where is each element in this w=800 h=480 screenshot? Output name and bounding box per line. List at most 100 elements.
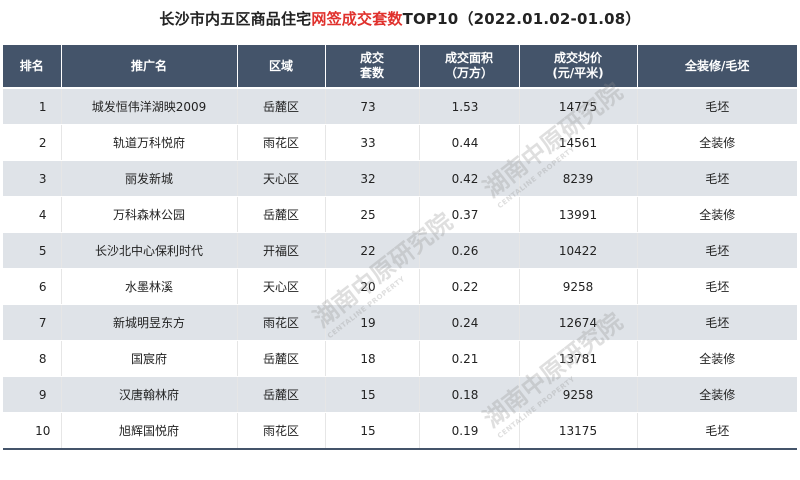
- header-name: 推广名: [61, 45, 238, 89]
- cell-price: 12674: [519, 304, 638, 341]
- header-units-line2: 套数: [359, 66, 384, 80]
- header-rank: 排名: [3, 45, 62, 89]
- cell-area: 0.18: [419, 376, 520, 413]
- cell-units: 19: [325, 304, 420, 341]
- table-body: 1 城发恒伟洋湖映2009 岳麓区 73 1.53 14775 毛坯 2 轨道万…: [3, 88, 797, 450]
- cell-name: 新城明昱东方: [61, 304, 238, 341]
- cell-name: 万科森林公园: [61, 196, 238, 233]
- cell-name: 国宸府: [61, 340, 238, 377]
- header-area-line1: 成交面积: [444, 51, 493, 65]
- cell-name: 城发恒伟洋湖映2009: [61, 88, 238, 125]
- table-row: 2 轨道万科悦府 雨花区 33 0.44 14561 全装修: [3, 124, 797, 161]
- cell-units: 25: [325, 196, 420, 233]
- cell-decoration: 毛坯: [637, 88, 797, 125]
- cell-area: 1.53: [419, 88, 520, 125]
- header-area: 成交面积 （万方）: [419, 45, 520, 89]
- title-prefix: 长沙市内五区商品住宅: [159, 10, 312, 28]
- cell-decoration: 全装修: [637, 376, 797, 413]
- cell-rank: 8: [3, 340, 62, 377]
- header-units: 成交 套数: [325, 45, 420, 89]
- table-row: 7 新城明昱东方 雨花区 19 0.24 12674 毛坯: [3, 304, 797, 341]
- cell-district: 岳麓区: [237, 376, 326, 413]
- header-price-line2: (元/平米): [552, 66, 604, 80]
- table-row: 1 城发恒伟洋湖映2009 岳麓区 73 1.53 14775 毛坯: [3, 88, 797, 125]
- header-area-line2: （万方）: [444, 66, 493, 80]
- header-district: 区域: [237, 45, 326, 89]
- cell-price: 14775: [519, 88, 638, 125]
- cell-units: 15: [325, 376, 420, 413]
- cell-area: 0.26: [419, 232, 520, 269]
- cell-price: 8239: [519, 160, 638, 197]
- cell-district: 岳麓区: [237, 340, 326, 377]
- header-units-line1: 成交: [359, 51, 384, 65]
- cell-price: 9258: [519, 268, 638, 305]
- cell-district: 雨花区: [237, 304, 326, 341]
- table-row: 4 万科森林公园 岳麓区 25 0.37 13991 全装修: [3, 196, 797, 233]
- cell-price: 14561: [519, 124, 638, 161]
- table-row: 6 水墨林溪 天心区 20 0.22 9258 毛坯: [3, 268, 797, 305]
- cell-area: 0.21: [419, 340, 520, 377]
- table-row: 10 旭辉国悦府 雨花区 15 0.19 13175 毛坯: [3, 412, 797, 450]
- cell-rank: 2: [3, 124, 62, 161]
- cell-decoration: 毛坯: [637, 232, 797, 269]
- cell-area: 0.37: [419, 196, 520, 233]
- cell-decoration: 全装修: [637, 340, 797, 377]
- cell-district: 天心区: [237, 160, 326, 197]
- cell-price: 13991: [519, 196, 638, 233]
- cell-decoration: 全装修: [637, 124, 797, 161]
- cell-price: 10422: [519, 232, 638, 269]
- header-decoration: 全装修/毛坯: [637, 45, 797, 89]
- cell-rank: 10: [3, 412, 62, 450]
- cell-units: 20: [325, 268, 420, 305]
- cell-area: 0.19: [419, 412, 520, 450]
- cell-district: 雨花区: [237, 412, 326, 450]
- cell-units: 18: [325, 340, 420, 377]
- cell-name: 长沙北中心保利时代: [61, 232, 238, 269]
- cell-name: 水墨林溪: [61, 268, 238, 305]
- cell-name: 轨道万科悦府: [61, 124, 238, 161]
- cell-district: 雨花区: [237, 124, 326, 161]
- cell-name: 旭辉国悦府: [61, 412, 238, 450]
- cell-name: 汉唐翰林府: [61, 376, 238, 413]
- title-suffix: TOP10（2022.01.02-01.08）: [402, 10, 641, 28]
- cell-price: 13175: [519, 412, 638, 450]
- cell-units: 32: [325, 160, 420, 197]
- cell-rank: 5: [3, 232, 62, 269]
- table-row: 5 长沙北中心保利时代 开福区 22 0.26 10422 毛坯: [3, 232, 797, 269]
- table-row: 9 汉唐翰林府 岳麓区 15 0.18 9258 全装修: [3, 376, 797, 413]
- cell-district: 天心区: [237, 268, 326, 305]
- title-highlight: 网签成交套数: [311, 10, 403, 28]
- cell-rank: 7: [3, 304, 62, 341]
- cell-rank: 1: [3, 88, 62, 125]
- cell-name: 丽发新城: [61, 160, 238, 197]
- cell-rank: 3: [3, 160, 62, 197]
- header-price-line1: 成交均价: [553, 51, 602, 65]
- cell-decoration: 毛坯: [637, 412, 797, 450]
- cell-area: 0.42: [419, 160, 520, 197]
- cell-area: 0.22: [419, 268, 520, 305]
- header-price: 成交均价 (元/平米): [519, 45, 638, 89]
- cell-district: 岳麓区: [237, 88, 326, 125]
- cell-decoration: 毛坯: [637, 268, 797, 305]
- table-row: 8 国宸府 岳麓区 18 0.21 13781 全装修: [3, 340, 797, 377]
- cell-rank: 6: [3, 268, 62, 305]
- cell-area: 0.24: [419, 304, 520, 341]
- cell-district: 开福区: [237, 232, 326, 269]
- cell-decoration: 毛坯: [637, 304, 797, 341]
- cell-units: 33: [325, 124, 420, 161]
- cell-rank: 4: [3, 196, 62, 233]
- table-row: 3 丽发新城 天心区 32 0.42 8239 毛坯: [3, 160, 797, 197]
- cell-area: 0.44: [419, 124, 520, 161]
- cell-units: 22: [325, 232, 420, 269]
- page-title: 长沙市内五区商品住宅网签成交套数TOP10（2022.01.02-01.08）: [0, 8, 800, 29]
- ranking-table: 排名 推广名 区域 成交 套数 成交面积 （万方） 成交均价 (元/平米) 全装修/毛…: [3, 45, 797, 450]
- table-header-row: 排名 推广名 区域 成交 套数 成交面积 （万方） 成交均价 (元/平米) 全装修/毛…: [3, 45, 797, 89]
- cell-units: 73: [325, 88, 420, 125]
- cell-decoration: 全装修: [637, 196, 797, 233]
- cell-district: 岳麓区: [237, 196, 326, 233]
- cell-units: 15: [325, 412, 420, 450]
- cell-price: 13781: [519, 340, 638, 377]
- cell-decoration: 毛坯: [637, 160, 797, 197]
- cell-price: 9258: [519, 376, 638, 413]
